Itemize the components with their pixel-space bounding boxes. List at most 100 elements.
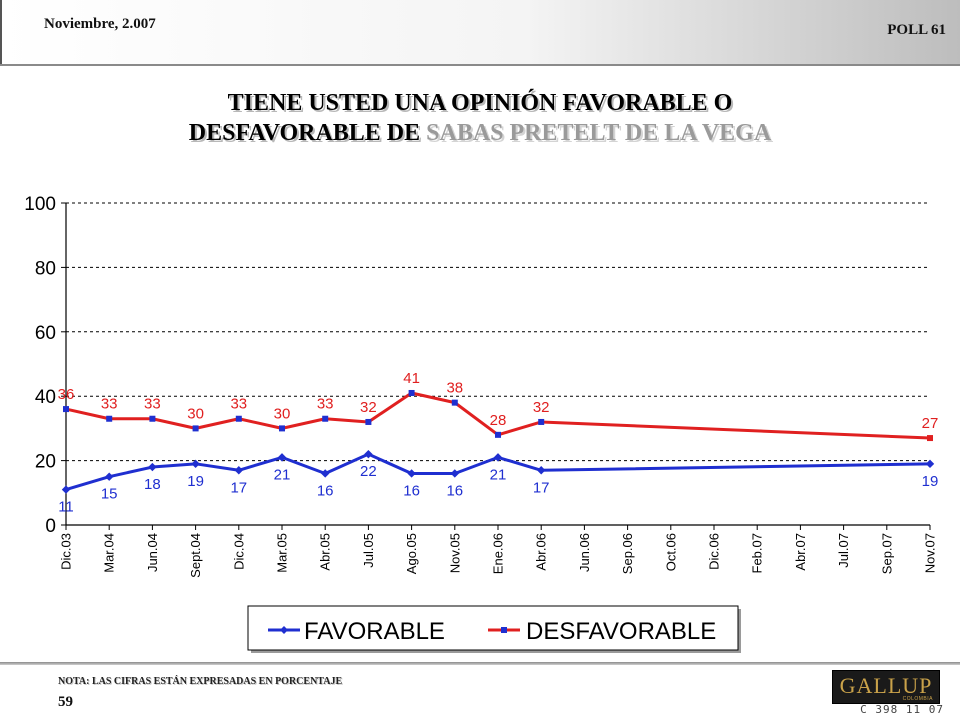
chart-title-prefix: DESFAVORABLE DE xyxy=(188,120,427,146)
chart-title-line1: TIENE USTED UNA OPINIÓN FAVORABLE O xyxy=(227,90,733,116)
data-point-favorable xyxy=(364,449,373,459)
chart-title: TIENE USTED UNA OPINIÓN FAVORABLE O DESF… xyxy=(0,88,960,148)
x-tick-label: Jun.04 xyxy=(145,533,160,572)
header-date: Noviembre, 2.007 xyxy=(44,16,156,32)
data-point-desfavorable xyxy=(149,415,156,422)
chart-title-line2: DESFAVORABLE DE SABAS PRETELT DE LA VEGA xyxy=(0,118,960,148)
data-label-favorable: 17 xyxy=(230,479,247,496)
legend: FAVORABLE DESFAVORABLE xyxy=(247,605,741,653)
x-tick-label: Sept.04 xyxy=(188,533,203,578)
logo-subtitle: COLOMBIA xyxy=(902,696,933,702)
data-label-desfavorable: 30 xyxy=(274,405,291,422)
x-tick-label: Oct.06 xyxy=(663,533,678,571)
data-label-desfavorable: 36 xyxy=(58,386,75,403)
footnote: NOTA: LAS CIFRAS ESTÁN EXPRESADAS EN POR… xyxy=(58,676,343,687)
data-point-favorable xyxy=(407,469,416,478)
data-point-desfavorable xyxy=(451,399,458,406)
x-tick-label: Mar.05 xyxy=(275,533,290,573)
x-tick-label: Dic.03 xyxy=(59,533,74,570)
logo-wordmark: GALLUP xyxy=(839,673,933,698)
data-label-favorable: 19 xyxy=(922,473,939,490)
data-point-desfavorable xyxy=(235,415,242,422)
data-label-desfavorable: 33 xyxy=(101,396,118,413)
y-tick-label: 60 xyxy=(35,323,56,344)
data-point-favorable xyxy=(61,485,71,494)
data-point-desfavorable xyxy=(63,406,69,413)
data-label-favorable: 15 xyxy=(101,486,118,503)
legend-box xyxy=(247,605,739,651)
y-tick-label: 80 xyxy=(35,258,56,279)
header-left-rule xyxy=(0,0,2,64)
x-tick-label: Jul.07 xyxy=(836,533,851,568)
x-tick-label: Abr.05 xyxy=(318,533,333,571)
data-point-favorable xyxy=(493,453,503,462)
data-point-favorable xyxy=(234,466,243,475)
data-point-favorable xyxy=(277,453,287,462)
series-layer xyxy=(61,389,935,494)
data-point-desfavorable xyxy=(927,435,933,442)
data-point-favorable xyxy=(191,459,200,469)
data-point-desfavorable xyxy=(365,418,372,425)
legend-label-favorable: FAVORABLE xyxy=(304,618,445,645)
data-label-favorable: 22 xyxy=(360,463,377,480)
page-number: 59 xyxy=(58,694,73,710)
data-label-favorable: 16 xyxy=(317,482,334,499)
chart-title-person: SABAS PRETELT DE LA VEGA xyxy=(426,120,772,146)
data-point-desfavorable xyxy=(322,415,329,422)
data-point-favorable xyxy=(537,466,546,475)
gallup-logo: GALLUP COLOMBIA xyxy=(832,670,940,704)
data-label-desfavorable: 33 xyxy=(230,396,247,413)
data-point-favorable xyxy=(321,469,330,478)
data-point-desfavorable xyxy=(192,425,199,432)
data-point-desfavorable xyxy=(495,431,501,438)
data-label-desfavorable: 27 xyxy=(922,415,939,432)
data-label-desfavorable: 33 xyxy=(317,396,334,413)
data-label-favorable: 17 xyxy=(533,479,550,496)
x-tick-label: Sep.07 xyxy=(879,533,894,574)
data-label-desfavorable: 38 xyxy=(446,380,463,397)
x-tick-label: Ago.05 xyxy=(404,533,419,574)
data-label-desfavorable: 32 xyxy=(360,399,377,416)
x-tick-label: Dic.04 xyxy=(231,533,246,570)
x-tick-label: Jul.05 xyxy=(361,533,376,568)
data-label-desfavorable: 33 xyxy=(144,396,161,413)
y-tick-label: 40 xyxy=(35,387,56,408)
x-tick-label: Abr.07 xyxy=(793,533,808,571)
data-point-desfavorable xyxy=(538,418,545,425)
y-tick-label: 100 xyxy=(24,194,56,215)
data-point-desfavorable xyxy=(106,415,113,422)
x-tick-label: Nov.05 xyxy=(447,533,462,573)
data-label-favorable: 18 xyxy=(144,476,161,493)
data-point-desfavorable xyxy=(279,425,285,432)
data-label-desfavorable: 32 xyxy=(533,399,550,416)
data-label-favorable: 11 xyxy=(58,499,74,516)
data-label-favorable: 21 xyxy=(274,466,291,483)
data-point-favorable xyxy=(148,462,157,472)
data-point-favorable xyxy=(925,459,935,469)
poll-number: POLL 61 xyxy=(887,22,946,38)
x-tick-label: Jun.06 xyxy=(577,533,592,572)
data-label-desfavorable: 30 xyxy=(187,405,204,422)
data-point-favorable xyxy=(450,469,459,478)
data-label-favorable: 21 xyxy=(490,466,507,483)
x-tick-label: Feb.07 xyxy=(750,533,765,573)
data-point-desfavorable xyxy=(408,389,415,396)
y-tick-label: 0 xyxy=(45,516,56,537)
x-tick-label: Mar.04 xyxy=(102,533,117,573)
x-tick-label: Abr.06 xyxy=(534,533,549,571)
x-tick-label: Sep.06 xyxy=(620,533,635,574)
x-tick-label: Dic.06 xyxy=(707,533,722,570)
x-tick-label: Ene.06 xyxy=(491,533,506,574)
y-axis-ticks: 0 20 40 60 80 100 xyxy=(24,194,66,537)
legend-swatch-marker xyxy=(280,626,288,634)
legend-label-desfavorable: DESFAVORABLE xyxy=(526,618,716,645)
data-label-favorable: 16 xyxy=(403,482,420,499)
data-label-favorable: 19 xyxy=(187,473,204,490)
footer-rule xyxy=(0,662,960,665)
legend-swatch-marker xyxy=(501,627,507,633)
y-tick-label: 20 xyxy=(35,452,56,473)
data-label-desfavorable: 41 xyxy=(403,370,420,387)
x-axis-ticks: Dic.03 Mar.04 Jun.04 Sept.04 Dic.04 Mar.05 Abr… xyxy=(59,525,938,578)
data-labels: 11 15 18 19 17 21 16 22 16 16 21 17 19 36 33 33 30 33 30 33… xyxy=(58,370,939,516)
